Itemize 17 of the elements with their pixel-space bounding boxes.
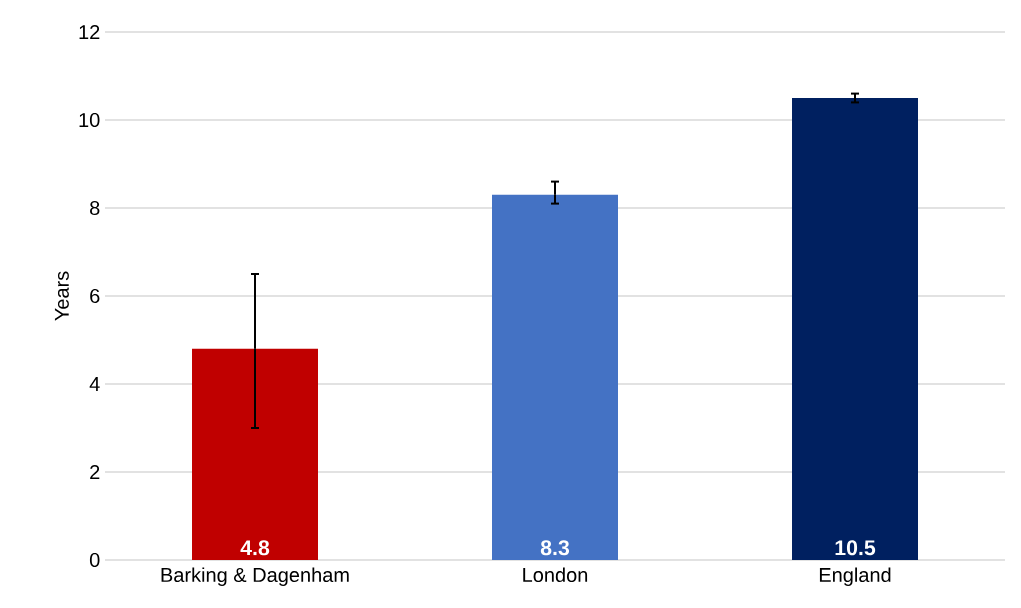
y-tick-label: 12 [79,25,100,39]
bar [792,98,919,560]
y-tick-label: 6 [90,288,100,304]
y-axis-title: Years [54,271,69,321]
x-tick-label: England [819,567,891,587]
y-tick-label: 2 [90,465,100,479]
bar [192,348,318,560]
data-label: 8.3 [540,540,570,556]
data-label: 4.8 [240,540,270,556]
data-label: 10.5 [835,540,876,556]
y-tick-label: 8 [90,200,100,216]
x-tick-label: Barking & Dagenham [161,567,349,587]
y-tick-label: 4 [89,377,100,391]
y-tick-label: 0 [89,552,100,568]
x-tick-label: London [523,567,588,583]
bar [492,194,619,560]
y-tick-label: 10 [79,112,100,128]
